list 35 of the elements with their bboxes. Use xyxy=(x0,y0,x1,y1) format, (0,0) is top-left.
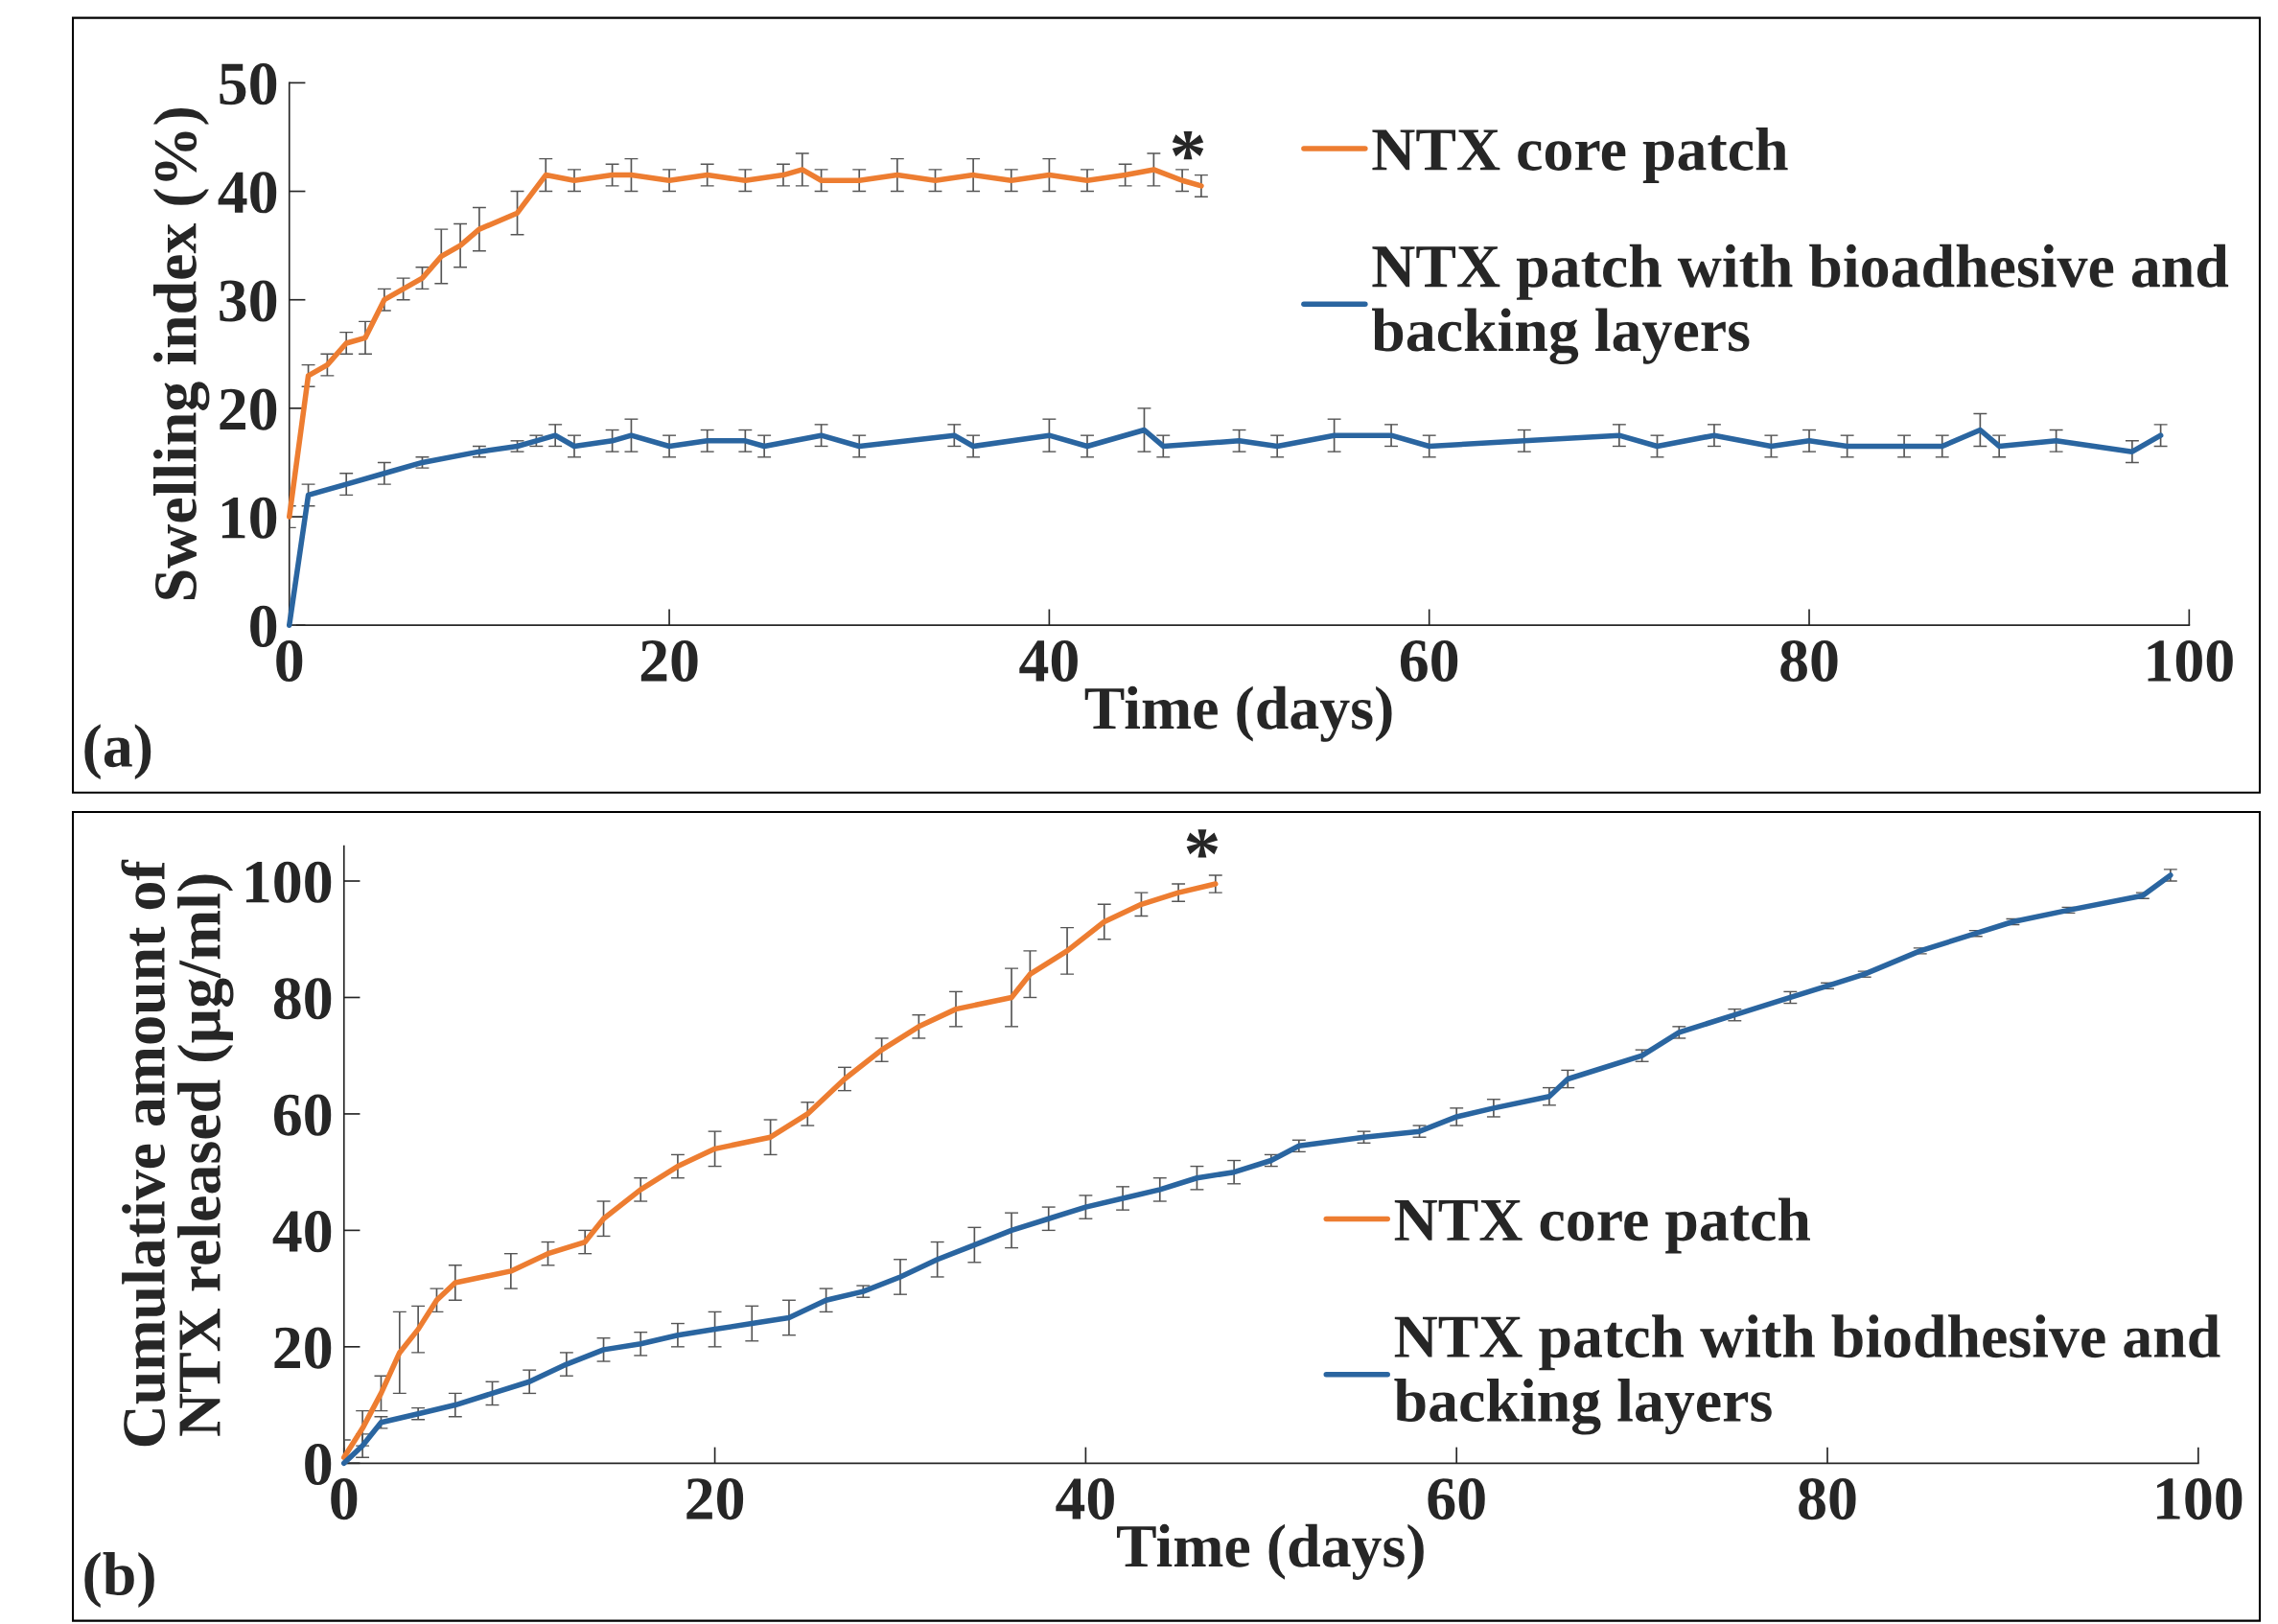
y-tick-label: 0 xyxy=(250,605,277,647)
y-tick-label: 50 xyxy=(220,63,277,105)
y-axis-title: Swelling index (%) xyxy=(152,107,210,600)
y-tick-label: 100 xyxy=(245,861,332,903)
x-tick-label: 40 xyxy=(1019,639,1078,683)
y-tick-label: 60 xyxy=(273,1094,332,1136)
x-tick-label: 0 xyxy=(331,1478,358,1520)
x-tick-label: 60 xyxy=(1428,1478,1485,1520)
x-tick-label: 80 xyxy=(1799,1478,1856,1520)
x-tick-label: 80 xyxy=(1780,639,1838,683)
x-axis-title: Time (days) xyxy=(1084,685,1392,742)
annotation: * xyxy=(1186,829,1219,858)
y-tick-label: 40 xyxy=(272,1211,332,1253)
x-tick-label: 20 xyxy=(640,639,698,683)
y-tick-label: 0 xyxy=(305,1443,332,1486)
legend-label: NTX patch with biodhesive and backing layers xyxy=(1394,1314,2220,1435)
x-tick-label: 60 xyxy=(1400,639,1458,683)
y-tick-label: 80 xyxy=(273,978,332,1020)
annotation: * xyxy=(1172,131,1204,160)
y-axis-title: Cumulative amount of NTX released (µg/ml) xyxy=(121,859,234,1447)
text: (a) xyxy=(84,724,151,780)
x-axis-title: Time (days) xyxy=(1116,1523,1424,1580)
text: (b) xyxy=(84,1552,154,1609)
x-tick-label: 100 xyxy=(2148,639,2233,683)
y-tick-label: 40 xyxy=(218,172,277,214)
x-tick-label: 100 xyxy=(2157,1478,2243,1520)
legend-label: NTX core patch xyxy=(1372,127,1788,183)
x-tick-label: 40 xyxy=(1056,1478,1114,1520)
y-tick-label: 30 xyxy=(220,280,277,322)
legend-label: NTX patch with bioadhesive and backing layers xyxy=(1372,244,2229,365)
legend-label: NTX core patch xyxy=(1394,1197,1810,1254)
y-tick-label: 20 xyxy=(220,388,277,430)
y-tick-label: 10 xyxy=(221,497,277,539)
y-tick-label: 20 xyxy=(274,1327,332,1369)
x-tick-label: 20 xyxy=(686,1478,744,1520)
